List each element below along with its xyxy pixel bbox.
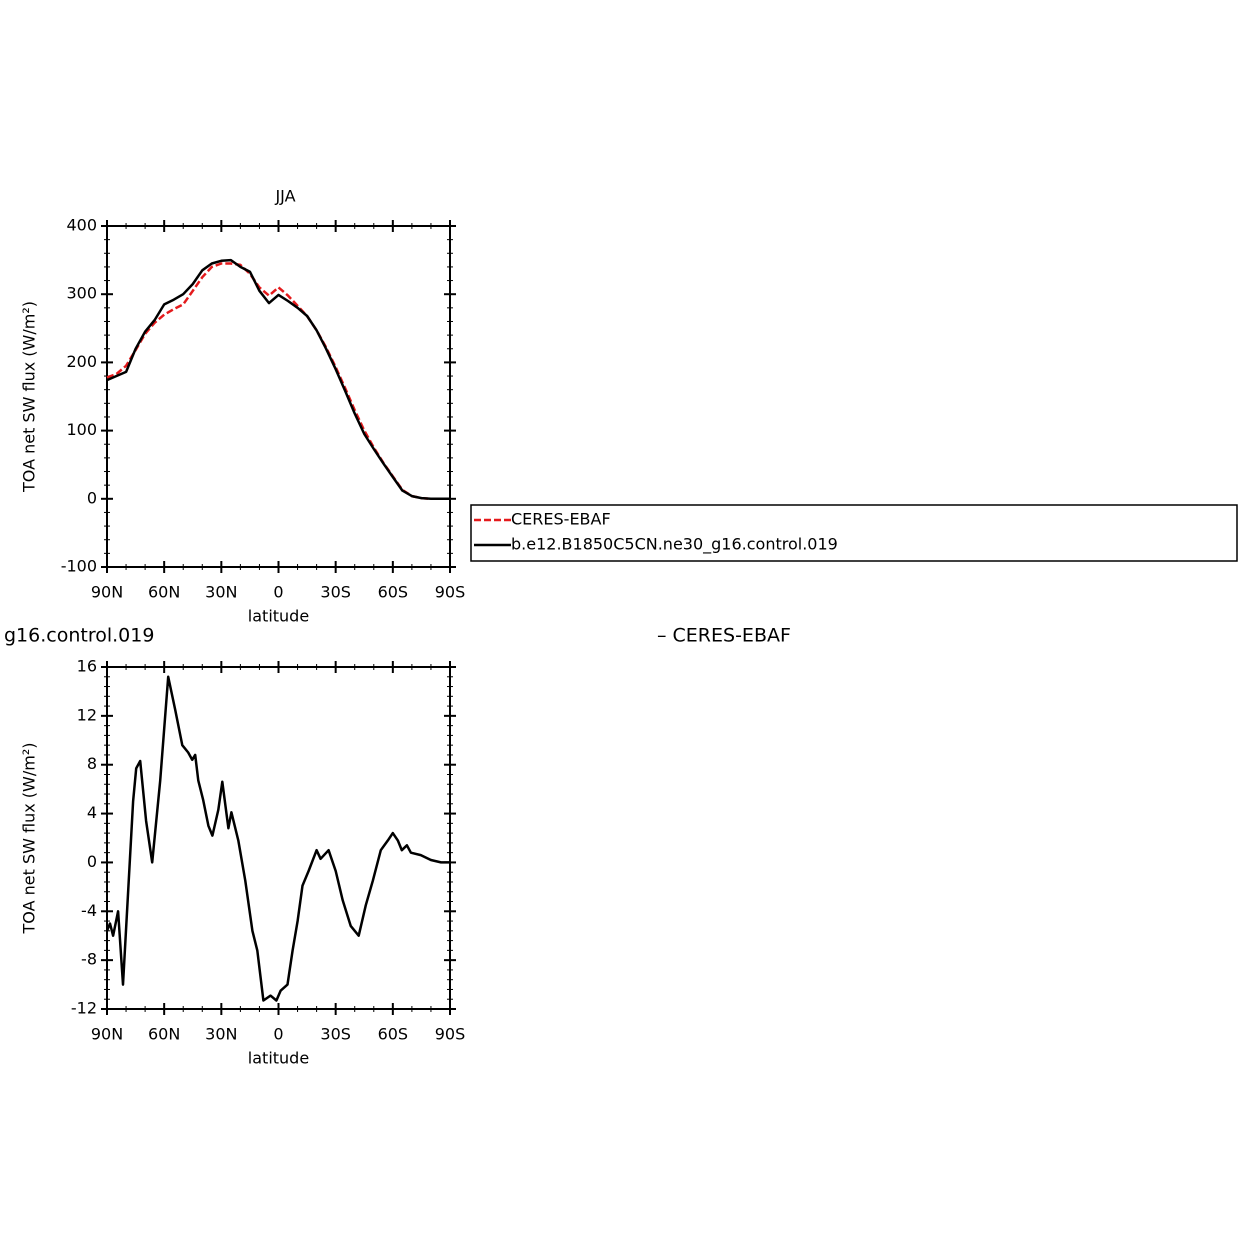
x-tick-label: 60S <box>378 1025 409 1044</box>
x-tick-label: 30N <box>205 1025 237 1044</box>
series-line <box>106 258 450 501</box>
x-tick-label: 0 <box>273 583 283 602</box>
y-tick-label: 400 <box>66 216 97 235</box>
legend-label: CERES-EBAF <box>511 510 611 529</box>
x-tick-label: 60N <box>148 583 180 602</box>
x-tick-label: 0 <box>273 1025 283 1044</box>
y-tick-label: -100 <box>61 557 97 576</box>
plot-frame <box>106 225 451 568</box>
x-tick-label: 30N <box>205 583 237 602</box>
x-tick-label: 90S <box>435 583 466 602</box>
chart-title: – CERES-EBAF <box>657 625 791 647</box>
legend-label: b.e12.B1850C5CN.ne30_g16.control.019 <box>511 535 838 555</box>
y-tick-label: 300 <box>66 284 97 303</box>
x-tick-label: 60S <box>378 583 409 602</box>
y-axis-label: TOA net SW flux (W/m²) <box>20 301 39 493</box>
plot-frame <box>106 666 451 1010</box>
x-tick-label: 90S <box>435 1025 466 1044</box>
y-tick-label: 0 <box>87 488 97 507</box>
y-tick-label: -8 <box>81 950 97 969</box>
y-tick-label: 4 <box>87 803 97 822</box>
x-tick-label: 90N <box>91 1025 123 1044</box>
x-tick-label: 30S <box>320 583 351 602</box>
y-tick-label: -4 <box>81 901 97 920</box>
series-line <box>105 675 450 1002</box>
y-tick-label: 100 <box>66 420 97 439</box>
x-axis-label: latitude <box>248 1049 309 1068</box>
y-tick-label: 8 <box>87 754 97 773</box>
x-axis-label: latitude <box>248 607 309 626</box>
y-tick-label: -12 <box>71 999 97 1018</box>
x-tick-label: 30S <box>320 1025 351 1044</box>
y-axis-label: TOA net SW flux (W/m²) <box>20 743 39 935</box>
series-line <box>106 262 450 501</box>
y-tick-label: 12 <box>77 705 97 724</box>
y-tick-label: 0 <box>87 852 97 871</box>
x-tick-label: 60N <box>148 1025 180 1044</box>
legend-box <box>470 504 1238 562</box>
x-tick-label: 90N <box>91 583 123 602</box>
chart-title: JJA <box>274 187 295 206</box>
y-tick-label: 200 <box>66 352 97 371</box>
y-tick-label: 16 <box>77 657 97 676</box>
chart-title: g16.control.019 <box>4 625 154 647</box>
